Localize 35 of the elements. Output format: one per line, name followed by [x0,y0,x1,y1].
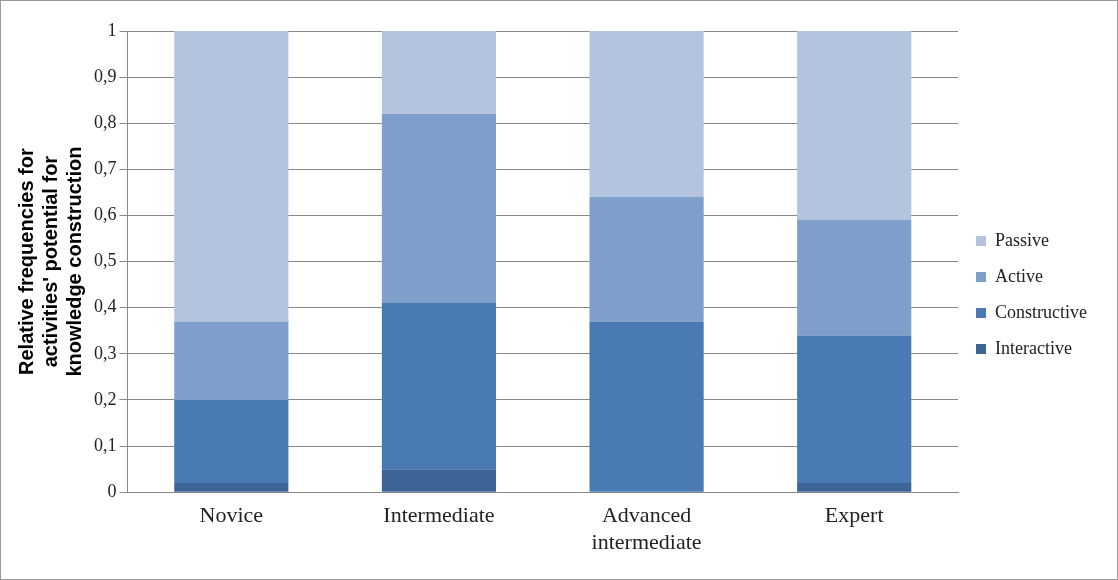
y-axis-title: Relative frequencies for activities' potential for knowledge construction [14,146,85,377]
y-tick-label: 0,2 [94,388,117,409]
bar [381,31,497,115]
y-tick-label: 0 [107,480,117,501]
bar [174,482,289,492]
bar [797,335,912,483]
y-tick-label: 1 [107,19,117,40]
bar [174,399,289,483]
bar [797,220,912,336]
legend-label: Active [995,265,1043,286]
y-tick-label: 0,3 [94,342,117,363]
y-tick-label: 0,6 [94,204,117,225]
legend-label: Passive [995,229,1050,250]
x-tick-label: Novice [199,502,264,528]
bar [589,31,704,198]
y-tick-label: 0,7 [94,158,117,179]
y-tick-label: 0,4 [94,296,117,317]
bar [381,469,497,492]
bar [174,31,289,322]
y-tick-label: 0,5 [94,250,117,271]
bar [797,482,912,492]
x-tick-label: Advanced intermediate [591,502,702,554]
bar [174,321,289,400]
x-tick-label: Intermediate [383,502,495,528]
legend-label: Interactive [995,337,1072,358]
y-tick-label: 0,8 [94,111,117,132]
y-tick-label: 0,9 [94,65,117,86]
bar [589,321,704,492]
bar [589,197,704,322]
bar [797,31,912,221]
y-tick-label: 0,1 [94,434,117,455]
x-tick-label: Expert [824,502,884,528]
bar [381,114,497,304]
legend-label: Constructive [995,301,1088,322]
bar [381,303,497,470]
